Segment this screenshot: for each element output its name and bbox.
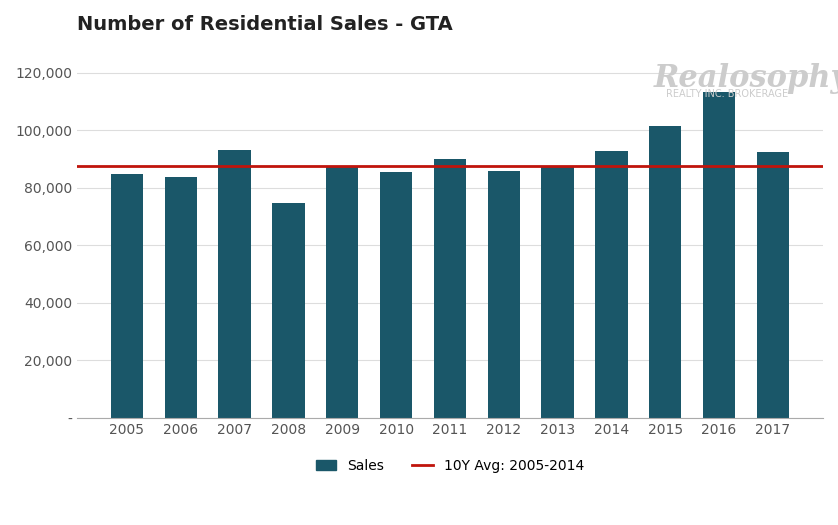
Legend: Sales, 10Y Avg: 2005-2014: Sales, 10Y Avg: 2005-2014 xyxy=(310,453,590,478)
Bar xyxy=(326,167,359,418)
Bar xyxy=(757,152,789,418)
Bar xyxy=(434,159,466,418)
Bar xyxy=(541,167,574,418)
Bar xyxy=(111,174,143,418)
Text: REALTY INC. BROKERAGE: REALTY INC. BROKERAGE xyxy=(666,89,789,99)
Bar xyxy=(380,172,412,418)
Text: Realosophy: Realosophy xyxy=(654,63,838,94)
Bar xyxy=(164,177,197,418)
Bar xyxy=(595,151,628,418)
Bar xyxy=(649,127,681,418)
Bar xyxy=(272,203,304,418)
Text: Number of Residential Sales - GTA: Number of Residential Sales - GTA xyxy=(77,15,453,34)
Bar xyxy=(219,150,251,418)
Bar xyxy=(703,92,735,418)
Bar xyxy=(488,171,520,418)
